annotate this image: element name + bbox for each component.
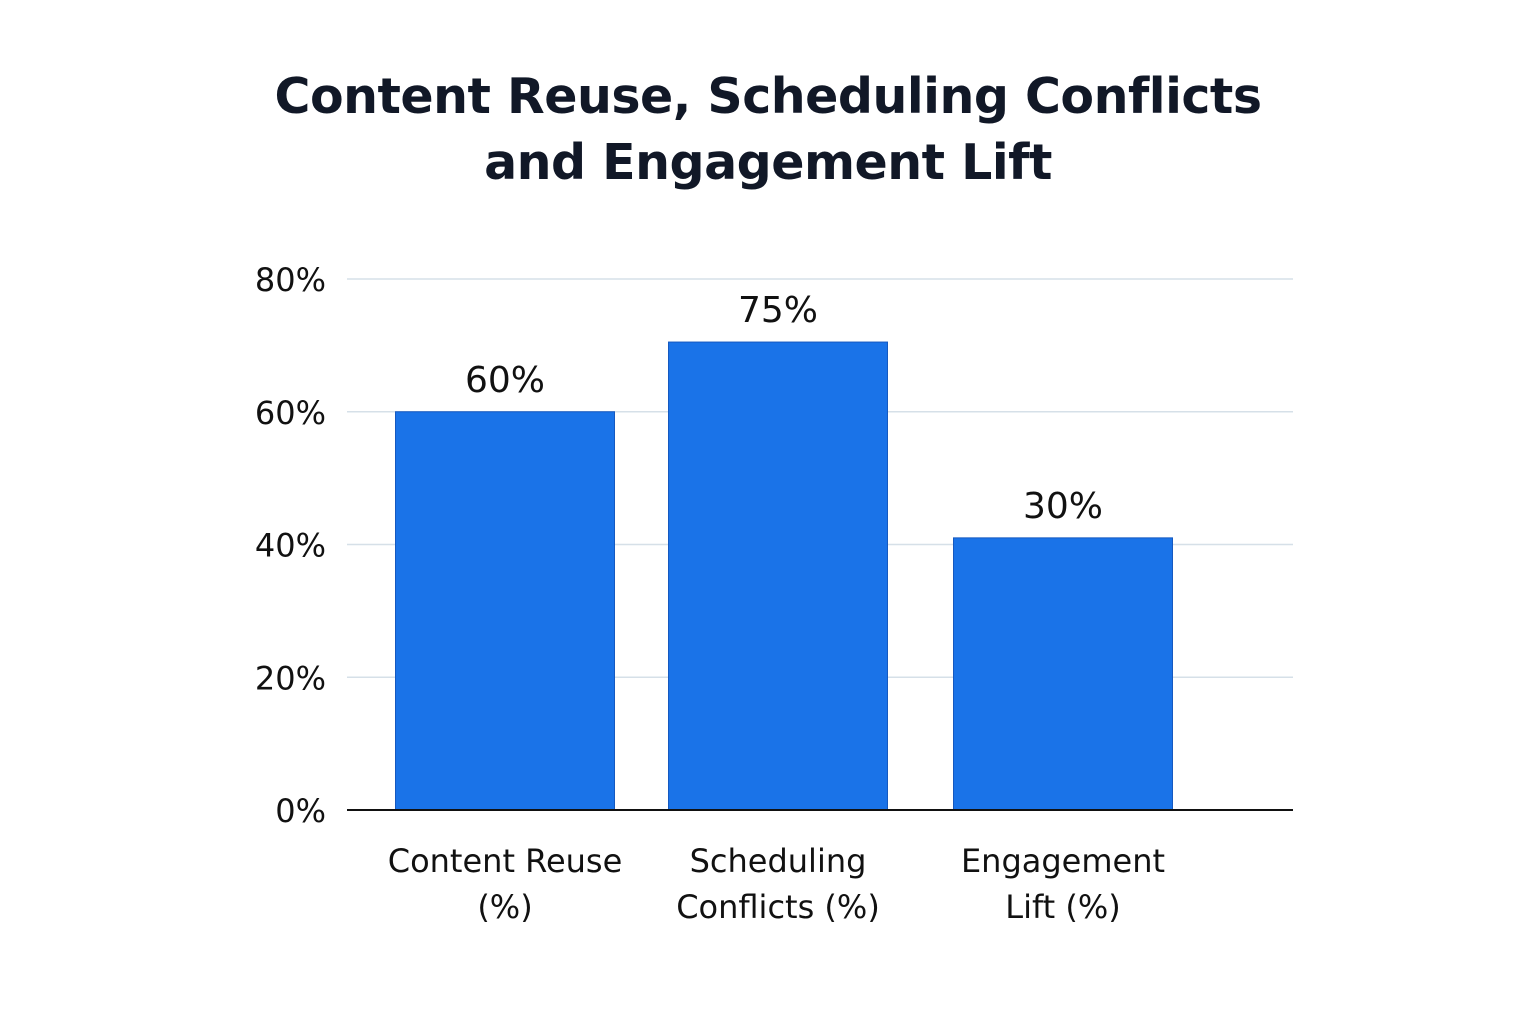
y-tick-label: 40% [255, 527, 326, 565]
bar [953, 537, 1173, 811]
x-tick-label: Engagement [961, 842, 1165, 880]
x-tick-label: Content Reuse [388, 842, 623, 880]
x-tick-label: Lift (%) [1005, 888, 1121, 926]
y-tick-label: 80% [255, 261, 326, 299]
x-tick-label: (%) [477, 888, 532, 926]
y-tick-label: 0% [275, 792, 326, 830]
data-label: 75% [738, 290, 818, 331]
bar [668, 341, 888, 811]
chart-title-line-1: Content Reuse, Scheduling Conflicts [274, 68, 1262, 125]
bar [395, 411, 615, 811]
x-tick-label: Conflicts (%) [676, 888, 880, 926]
x-tick-label: Scheduling [690, 842, 867, 880]
y-tick-label: 20% [255, 659, 326, 697]
data-label: 30% [1023, 486, 1103, 527]
y-tick-label: 60% [255, 394, 326, 432]
data-label: 60% [465, 360, 545, 401]
chart-title-line-2: and Engagement Lift [484, 134, 1052, 191]
